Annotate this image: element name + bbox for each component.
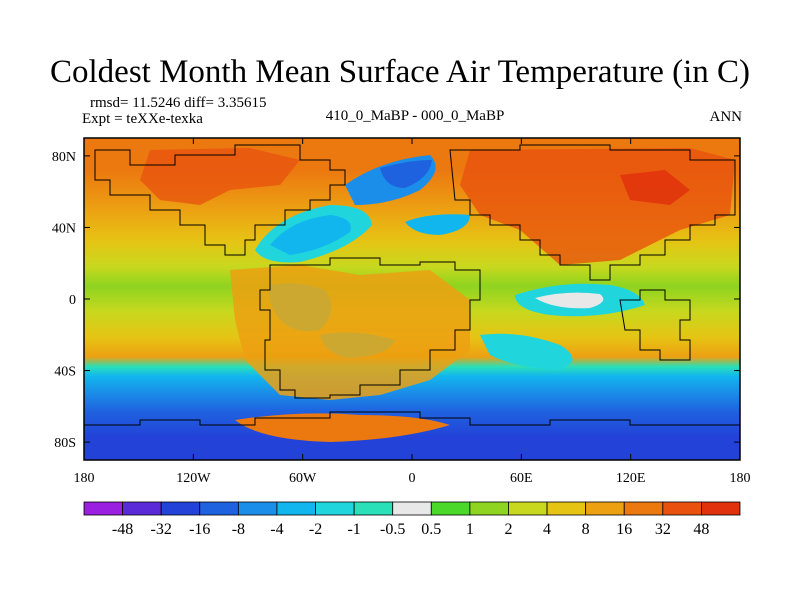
colorbar-swatch (430, 501, 471, 516)
colorbar-swatch (585, 501, 625, 516)
colorbar-swatch (392, 501, 432, 516)
colorbar-swatch (662, 501, 702, 516)
colorbar-label: -4 (270, 521, 283, 538)
colorbar-label: -32 (151, 521, 172, 538)
south-east-cold-region (480, 333, 573, 370)
colorbar: -48 -32 -16 -8 -4 -2 -1 -0.5 0.5 1 2 4 8 16 32 48 (83, 501, 741, 538)
map-axes: 180 120W 60W 0 60E 120E 180 80N 40N 0 40S 80S (52, 138, 751, 486)
colorbar-label: 48 (693, 521, 709, 538)
continent-outlines (84, 144, 740, 426)
colorbar-label: 4 (543, 521, 551, 538)
colorbar-swatch (237, 501, 278, 516)
difference-label: 410_0_MaBP - 000_0_MaBP (325, 108, 505, 124)
north-basin-core (270, 215, 351, 255)
gondwana-outline (259, 257, 481, 399)
y-tick-label: 80N (52, 150, 76, 165)
season-label: ANN (709, 109, 743, 125)
eurasian-landmass-outline (449, 144, 736, 281)
colorbar-swatch (315, 501, 355, 516)
colorbar-swatch (701, 501, 741, 516)
southern-polar-warm-patch (235, 413, 450, 442)
colorbar-label: -2 (309, 521, 322, 538)
arctic-sea-core (380, 160, 432, 188)
colorbar-label: 8 (582, 521, 590, 538)
rmsd-diff-stats: rmsd= 11.5246 diff= 3.35615 (90, 95, 267, 111)
colorbar-swatch (623, 501, 664, 516)
x-tick-label: 0 (409, 471, 416, 486)
x-tick-label: 180 (730, 471, 751, 486)
eastern-island-outline (619, 289, 691, 361)
experiment-label: Expt = teXXe-texka (82, 111, 203, 127)
colorbar-label: 1 (466, 521, 474, 538)
gondwana-warm-region (230, 265, 470, 400)
colorbar-swatch (122, 501, 162, 516)
chart-title: Coldest Month Mean Surface Air Temperatu… (50, 54, 750, 90)
colorbar-label: 16 (616, 521, 632, 538)
colorbar-swatch (546, 501, 587, 516)
colorbar-swatch (469, 501, 509, 516)
y-tick-label: 40N (52, 221, 76, 236)
northern-landmass-outline (94, 144, 346, 256)
y-tick-label: 0 (69, 293, 76, 308)
colorbar-label: -1 (347, 521, 360, 538)
colorbar-label: 0.5 (421, 521, 441, 538)
antarctic-margin-outline (84, 411, 740, 426)
colorbar-swatch (276, 501, 316, 516)
colorbar-swatch (160, 501, 201, 516)
colorbar-label: -0.5 (380, 521, 405, 538)
colorbar-swatch (353, 501, 394, 516)
y-tick-label: 40S (54, 365, 76, 380)
x-tick-label: 180 (74, 471, 95, 486)
colorbar-swatch (199, 501, 239, 516)
x-tick-label: 60W (289, 471, 317, 486)
x-tick-label: 60E (510, 471, 533, 486)
north-america-warm-region (140, 148, 300, 205)
x-tick-label: 120W (176, 471, 211, 486)
colorbar-label: 32 (655, 521, 671, 538)
east-asia-hot-spot (620, 170, 690, 205)
equatorial-east-core (535, 292, 604, 309)
colorbar-swatch (83, 501, 123, 516)
temperature-map (84, 138, 740, 460)
colorbar-swatch (508, 501, 548, 516)
y-tick-label: 80S (54, 436, 76, 451)
colorbar-label: 2 (504, 521, 512, 538)
colorbar-label: -16 (189, 521, 210, 538)
colorbar-label: -8 (232, 521, 245, 538)
x-tick-label: 120E (616, 471, 646, 486)
colorbar-label: -48 (112, 521, 133, 538)
central-sea-cold-region (405, 214, 470, 235)
